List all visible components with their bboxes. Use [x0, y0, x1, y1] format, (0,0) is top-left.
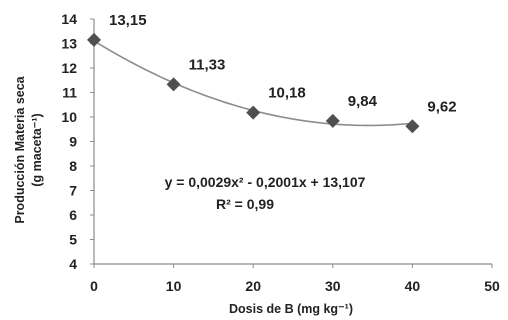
- r-squared-label: R² = 0,99: [216, 196, 274, 212]
- y-tick-label: 11: [62, 85, 77, 101]
- y-tick-label: 12: [61, 60, 77, 76]
- x-tick-labels: 0 10 20 30 40 50: [90, 278, 500, 294]
- x-tick-label: 30: [325, 278, 341, 294]
- data-label: 11,33: [189, 56, 226, 73]
- data-label: 13,15: [109, 12, 147, 29]
- y-tick-label: 8: [69, 158, 77, 174]
- data-points: [87, 32, 420, 134]
- data-point-marker: [87, 32, 101, 47]
- y-tick-label: 6: [69, 207, 77, 223]
- data-labels: 13,15 11,33 10,18 9,84 9,62: [109, 12, 457, 115]
- y-tick-label: 13: [61, 36, 77, 52]
- x-tick-label: 0: [90, 278, 98, 294]
- trendline-equation: y = 0,0029x² - 0,2001x + 13,107: [165, 174, 366, 190]
- y-tick-label: 4: [69, 256, 77, 272]
- axes: [90, 18, 493, 268]
- y-axis-title-line1: Producción Materia seca: [13, 75, 27, 223]
- data-label: 9,62: [427, 98, 456, 115]
- data-point-marker: [246, 105, 261, 120]
- x-tick-label: 20: [245, 278, 261, 294]
- y-tick-label: 7: [69, 183, 77, 199]
- data-point-marker: [325, 113, 340, 128]
- x-tick-label: 10: [166, 278, 182, 294]
- data-label: 10,18: [268, 85, 306, 102]
- x-axis-title: Dosis de B (mg kg⁻¹): [229, 302, 353, 316]
- y-tick-label: 10: [61, 109, 77, 125]
- data-point-marker: [166, 77, 181, 92]
- y-tick-label: 14: [61, 11, 77, 27]
- y-tick-label: 9: [69, 134, 77, 150]
- data-label: 9,84: [348, 93, 378, 110]
- y-axis-title-line2: (g maceta⁻¹): [30, 113, 44, 186]
- x-tick-label: 40: [405, 278, 421, 294]
- x-tick-label: 50: [484, 278, 500, 294]
- data-point-marker: [405, 119, 420, 134]
- y-tick-labels: 4 5 6 7 8 9 10 11 12 13 14: [61, 11, 77, 272]
- y-tick-label: 5: [69, 232, 77, 248]
